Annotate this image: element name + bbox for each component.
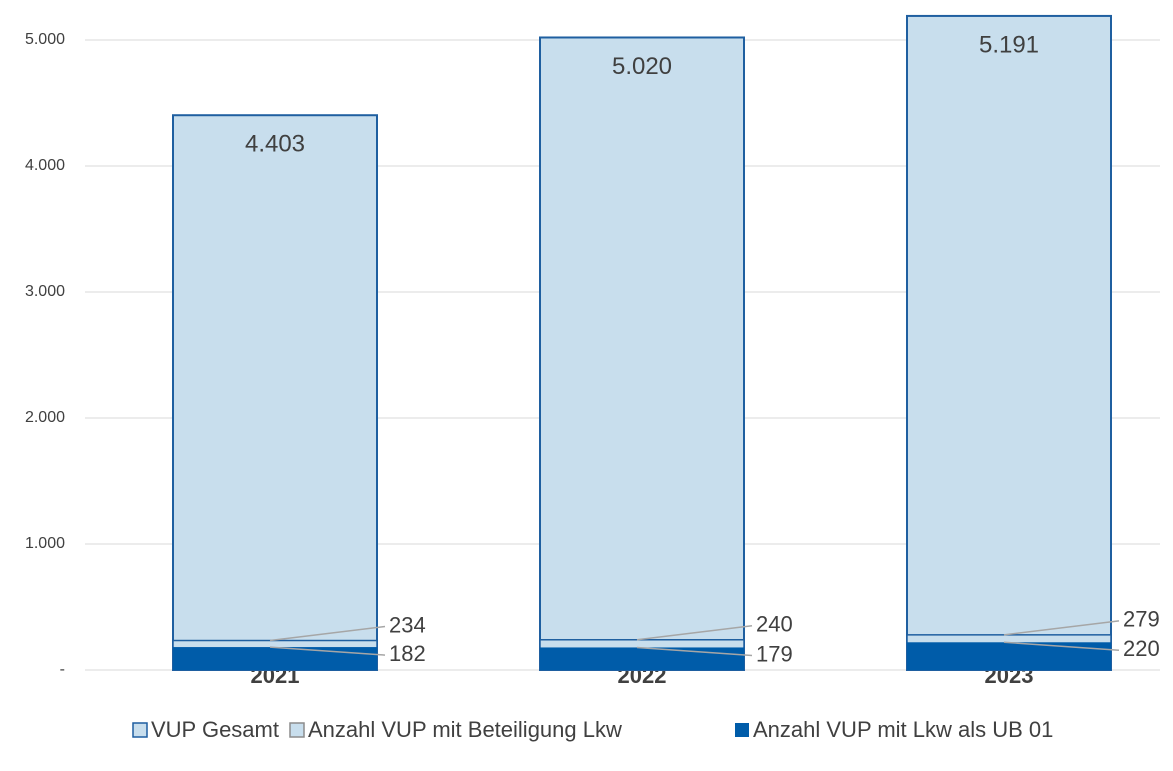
bar [906,14,1112,671]
bar [907,642,1111,670]
legend-label: VUP Gesamt [151,717,279,742]
data-label: 220 [1123,636,1160,661]
data-label: 4.403 [245,131,305,158]
bar [173,647,377,670]
leader-line [269,646,386,656]
bar [540,647,744,670]
bar [172,114,378,672]
data-label: 240 [756,612,793,637]
y-tick-label: 4.000 [25,157,65,174]
leader-line [1003,620,1120,636]
legend-swatch [132,722,148,738]
legend-label: Anzahl VUP mit Beteiligung Lkw [308,717,622,742]
leader-line [636,646,753,657]
y-tick-label: 2.000 [25,409,65,426]
data-label: 279 [1123,607,1160,632]
y-tick-label: 3.000 [25,283,65,300]
legend-swatch [735,723,749,737]
y-tick-label: 5.000 [25,31,65,48]
data-label: 5.191 [979,31,1039,58]
leader-line [636,625,753,641]
data-label: 5.020 [612,53,672,80]
y-tick-label: 1.000 [25,535,65,552]
y-tick-label: - [60,661,65,678]
leader-line [269,625,386,642]
legend-swatch [289,722,305,738]
bar [539,36,745,672]
legend-label: Anzahl VUP mit Lkw als UB 01 [753,717,1053,742]
data-label: 179 [756,641,793,666]
data-label: 234 [389,612,426,637]
leader-line [1003,641,1120,652]
data-label: 182 [389,641,426,666]
